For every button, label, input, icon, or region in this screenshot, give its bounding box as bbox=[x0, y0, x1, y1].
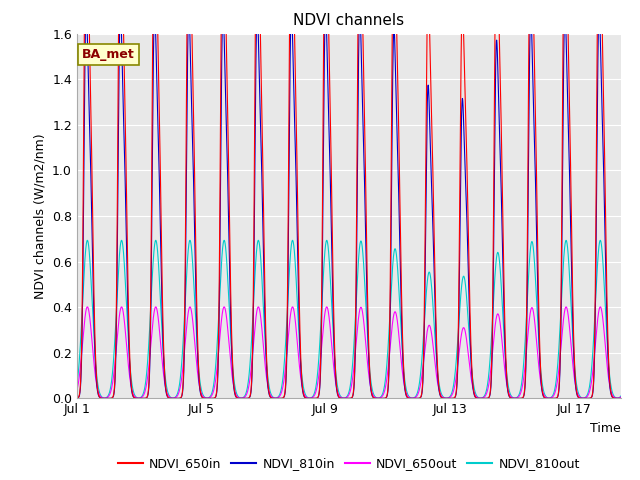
NDVI_810out bbox=[476, 395, 484, 401]
NDVI_810out bbox=[506, 388, 513, 394]
NDVI_810in bbox=[506, 394, 513, 399]
NDVI_810in bbox=[476, 396, 484, 401]
NDVI_810in bbox=[73, 396, 81, 401]
NDVI_650in bbox=[270, 396, 278, 401]
NDVI_650out bbox=[443, 396, 451, 401]
NDVI_650in bbox=[419, 382, 426, 388]
Line: NDVI_650out: NDVI_650out bbox=[77, 307, 621, 398]
NDVI_810out bbox=[395, 285, 403, 290]
NDVI_810out bbox=[73, 383, 81, 388]
NDVI_810out bbox=[100, 395, 108, 401]
NDVI_810out bbox=[270, 395, 278, 400]
NDVI_810in bbox=[100, 396, 108, 401]
NDVI_810in bbox=[395, 193, 403, 199]
NDVI_810in bbox=[617, 396, 625, 401]
NDVI_810in bbox=[419, 385, 426, 391]
NDVI_650in bbox=[617, 396, 625, 401]
NDVI_810in bbox=[270, 396, 278, 401]
NDVI_810in bbox=[219, 6, 227, 12]
NDVI_810out bbox=[152, 238, 159, 243]
NDVI_650out bbox=[100, 396, 108, 401]
NDVI_810out bbox=[419, 348, 426, 354]
Y-axis label: NDVI channels (W/m2/nm): NDVI channels (W/m2/nm) bbox=[33, 133, 46, 299]
NDVI_810in bbox=[444, 396, 452, 401]
NDVI_650out bbox=[419, 368, 426, 374]
NDVI_650out bbox=[476, 396, 484, 401]
NDVI_650out bbox=[617, 394, 625, 400]
NDVI_650out bbox=[73, 388, 81, 394]
Line: NDVI_810in: NDVI_810in bbox=[77, 9, 621, 398]
NDVI_650out bbox=[506, 391, 513, 397]
NDVI_650in bbox=[444, 396, 452, 401]
NDVI_650out bbox=[395, 331, 403, 337]
Line: NDVI_810out: NDVI_810out bbox=[77, 240, 621, 398]
Legend: NDVI_650in, NDVI_810in, NDVI_650out, NDVI_810out: NDVI_650in, NDVI_810in, NDVI_650out, NDV… bbox=[113, 452, 585, 475]
NDVI_650in bbox=[506, 393, 513, 399]
NDVI_650in bbox=[100, 396, 108, 401]
NDVI_650in bbox=[476, 396, 484, 401]
Title: NDVI channels: NDVI channels bbox=[293, 13, 404, 28]
Line: NDVI_650in: NDVI_650in bbox=[77, 0, 621, 398]
NDVI_650in bbox=[73, 396, 81, 401]
Text: BA_met: BA_met bbox=[82, 48, 135, 61]
NDVI_810out bbox=[617, 393, 625, 399]
NDVI_650out bbox=[152, 304, 159, 310]
NDVI_650out bbox=[270, 395, 278, 401]
X-axis label: Time: Time bbox=[590, 422, 621, 435]
NDVI_810out bbox=[443, 395, 451, 401]
NDVI_650in bbox=[395, 129, 403, 134]
